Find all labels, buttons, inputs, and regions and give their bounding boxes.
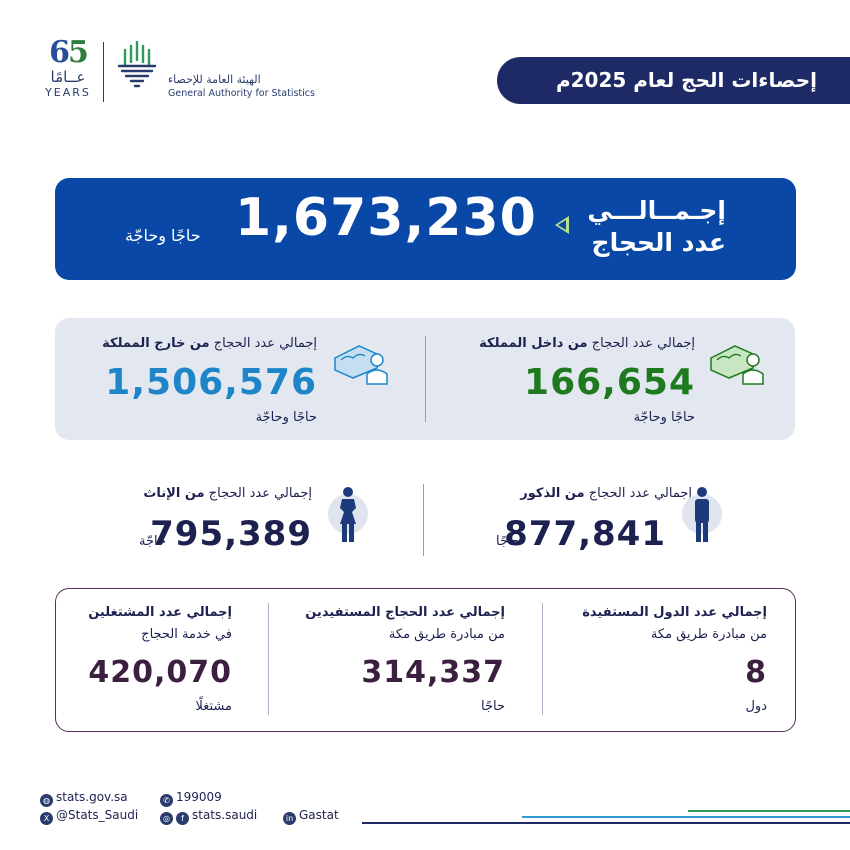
females-label-bold: من الإناث — [143, 486, 205, 501]
logo-digit: 5 — [68, 35, 89, 70]
stat-unit: مشتغلًا — [195, 699, 232, 714]
pointer-triangle-inner — [558, 220, 566, 230]
outside-value: 1,506,576 — [105, 362, 317, 403]
footer-line-blue — [522, 816, 850, 818]
females-label-prefix: إجمالي عدد الحجاج — [208, 486, 312, 501]
header-divider — [103, 42, 104, 102]
phone-text: 199009 — [176, 790, 222, 804]
linkedin-icon: in — [283, 812, 296, 825]
column-divider — [268, 603, 269, 715]
stat-subtitle: من مبادرة طريق مكة — [650, 627, 767, 642]
website-text: stats.gov.sa — [56, 790, 128, 804]
females-unit: حاجّة — [138, 534, 166, 549]
initiative-stats-box: إجمالي عدد الدول المستفيدة من مبادرة طري… — [55, 588, 796, 732]
stat-subtitle: في خدمة الحجاج — [141, 627, 232, 642]
total-label-line1: إجـمــالـــي — [587, 196, 726, 225]
footer-x-handle[interactable]: X @Stats_Saudi — [40, 808, 138, 825]
inside-label-bold: من داخل المملكة — [479, 336, 588, 351]
stat-value: 8 — [745, 655, 767, 690]
stat-title: إجمالي عدد الحجاج المستفيدين — [305, 605, 505, 620]
logo-digit: 6 — [49, 35, 70, 70]
inside-value: 166,654 — [524, 362, 695, 403]
outside-label-prefix: إجمالي عدد الحجاج — [213, 336, 317, 351]
stat-value: 420,070 — [88, 655, 232, 690]
stat-value: 314,337 — [361, 655, 505, 690]
anniversary-logo: 65 عــامًا YEARS — [38, 38, 98, 106]
x-handle-text: @Stats_Saudi — [56, 808, 139, 822]
social-text: stats.saudi — [192, 808, 258, 822]
footer-line-navy — [362, 822, 850, 824]
outside-label: إجمالي عدد الحجاج من خارج المملكة — [102, 336, 317, 351]
column-divider — [542, 603, 543, 715]
pilgrim-icon — [710, 345, 764, 385]
x-logo-icon: X — [40, 812, 53, 825]
footer-phone[interactable]: ✆ 199009 — [160, 790, 222, 807]
phone-icon: ✆ — [160, 794, 173, 807]
males-value: 877,841 — [504, 514, 666, 554]
outside-unit: حاجًا وحاجّة — [255, 410, 317, 425]
outside-label-bold: من خارج المملكة — [102, 336, 210, 351]
footer-social[interactable]: ◎ f stats.saudi — [160, 808, 257, 825]
total-unit: حاجًا وحاجّة — [125, 226, 201, 245]
logo-arabic-text: عــامًا — [50, 68, 86, 86]
footer-website[interactable]: ◍ stats.gov.sa — [40, 790, 128, 807]
gastat-logo-icon — [117, 40, 157, 88]
logo-english-text: YEARS — [45, 86, 91, 99]
page-title: إحصاءات الحج لعام 2025م — [497, 57, 850, 104]
inside-outside-card: إجمالي عدد الحجاج من داخل المملكة 166,65… — [55, 318, 795, 440]
males-unit: حاجًا — [496, 534, 520, 549]
stat-title: إجمالي عدد المشتغلين — [88, 605, 232, 620]
card-divider — [425, 336, 426, 422]
org-name: الهيئة العامة للإحصاء General Authority … — [168, 72, 338, 100]
female-icon — [328, 487, 368, 542]
males-label-bold: من الذكور — [520, 486, 585, 501]
pilgrim-icon — [334, 345, 388, 385]
stat-unit: حاجًا — [481, 699, 505, 714]
total-pilgrims-banner: إجـمــالـــي عدد الحجاج 1,673,230 حاجًا … — [55, 178, 796, 280]
males-label: إجمالي عدد الحجاج من الذكور — [520, 486, 692, 501]
stat-unit: دول — [745, 699, 767, 714]
gender-divider — [423, 484, 424, 556]
facebook-icon: f — [176, 812, 189, 825]
instagram-icon: ◎ — [160, 812, 173, 825]
globe-icon: ◍ — [40, 794, 53, 807]
stat-subtitle: من مبادرة طريق مكة — [388, 627, 505, 642]
linkedin-text: Gastat — [299, 808, 339, 822]
inside-unit: حاجًا وحاجّة — [633, 410, 695, 425]
females-value: 795,389 — [150, 514, 312, 554]
inside-label: إجمالي عدد الحجاج من داخل المملكة — [479, 336, 695, 351]
females-label: إجمالي عدد الحجاج من الإناث — [143, 486, 312, 501]
org-name-english: General Authority for Statistics — [168, 88, 315, 99]
male-icon — [682, 487, 722, 542]
inside-label-prefix: إجمالي عدد الحجاج — [591, 336, 695, 351]
stat-title: إجمالي عدد الدول المستفيدة — [582, 605, 767, 620]
total-value: 1,673,230 — [235, 188, 537, 248]
footer-line-green — [688, 810, 850, 812]
males-label-prefix: إجمالي عدد الحجاج — [588, 486, 692, 501]
total-label-line2: عدد الحجاج — [591, 228, 726, 257]
footer-linkedin[interactable]: in Gastat — [283, 808, 339, 825]
org-name-arabic: الهيئة العامة للإحصاء — [168, 73, 261, 86]
